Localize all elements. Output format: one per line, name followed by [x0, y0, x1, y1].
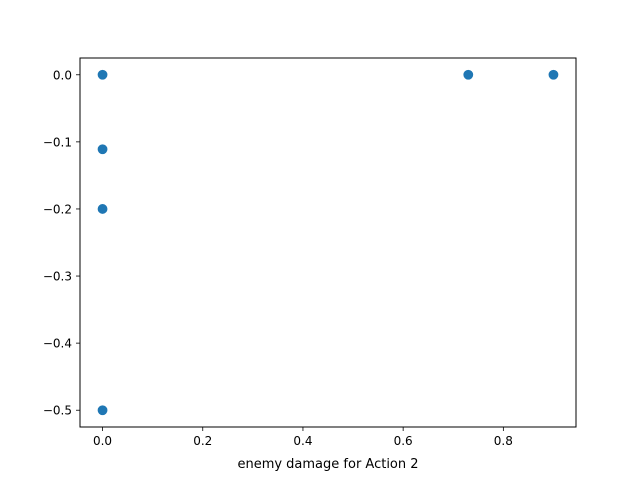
plot-frame — [79, 57, 577, 428]
data-point — [97, 405, 108, 416]
data-point — [548, 69, 559, 80]
data-point — [97, 204, 108, 214]
y-tick-label: −0.2 — [43, 202, 72, 216]
data-point — [463, 69, 474, 80]
y-tick-label: −0.4 — [43, 337, 72, 351]
data-point — [97, 69, 108, 80]
x-tick-label: 0.6 — [394, 434, 413, 448]
y-axis: 0.0 −0.1 −0.2 −0.3 −0.4 −0.5 — [43, 68, 80, 418]
x-tick-label: 0.4 — [293, 434, 312, 448]
x-tick-label: 0.0 — [93, 434, 112, 448]
x-tick-label: 0.2 — [193, 434, 212, 448]
y-tick-label: −0.3 — [43, 270, 72, 284]
x-axis-label: enemy damage for Action 2 — [237, 457, 418, 472]
y-tick-label: 0.0 — [53, 68, 72, 82]
x-tick-label: 0.8 — [494, 434, 513, 448]
points-layer — [97, 69, 559, 416]
y-tick-label: −0.1 — [43, 135, 72, 149]
x-axis: 0.0 0.2 0.4 0.6 0.8 — [93, 427, 513, 448]
y-tick-label: −0.5 — [43, 404, 72, 418]
data-point — [97, 144, 108, 155]
